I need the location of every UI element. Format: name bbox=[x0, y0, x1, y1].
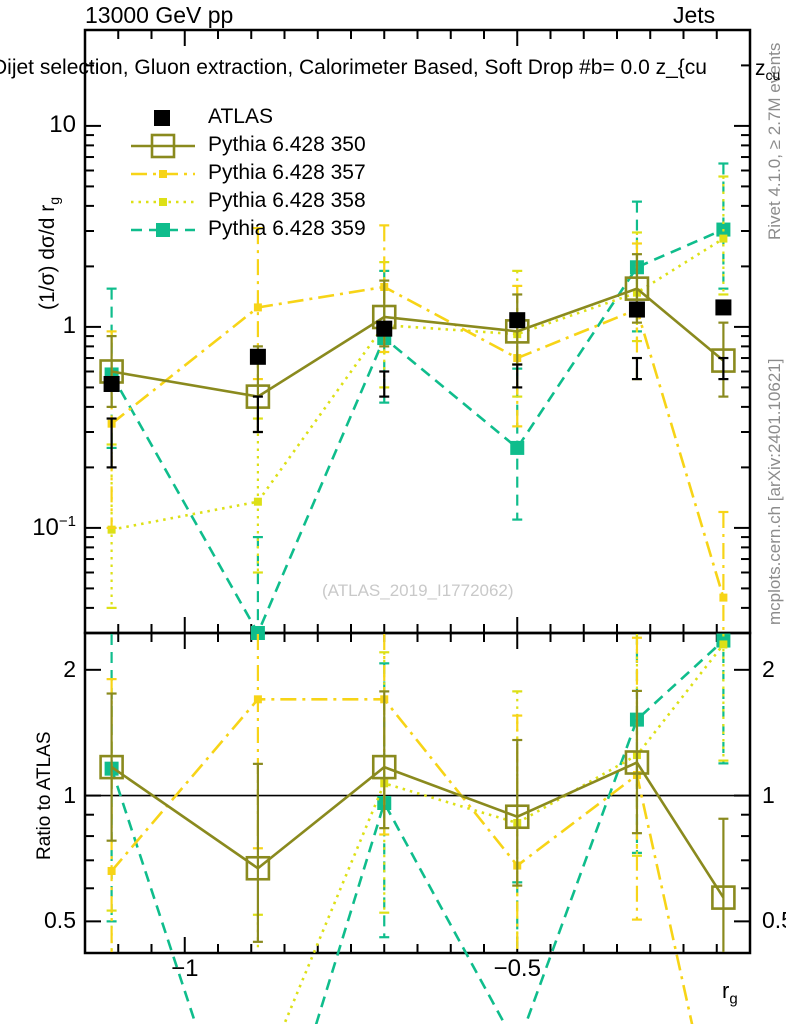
x-axis-label: rg bbox=[722, 978, 738, 1007]
legend-item-label: Pythia 6.428 350 bbox=[208, 133, 366, 156]
main-panel-ticks bbox=[84, 29, 751, 634]
plot-subtitle: Dijet selection, Gluon extraction, Calor… bbox=[0, 56, 707, 80]
x-tick-label: −1 bbox=[171, 955, 199, 982]
x-axis-label-subscript: g bbox=[729, 990, 738, 1008]
legend-item-label: Pythia 6.428 359 bbox=[208, 217, 366, 240]
plot-subtitle-text: Dijet selection, Gluon extraction, Calor… bbox=[0, 56, 707, 79]
legend-item-label: Pythia 6.428 358 bbox=[208, 189, 366, 212]
legend-item-label: Pythia 6.428 357 bbox=[208, 161, 366, 184]
tick-label: 1 bbox=[63, 781, 76, 808]
main-panel-series bbox=[99, 162, 736, 640]
tick-label: 0.5 bbox=[44, 907, 76, 934]
tick-label: 1 bbox=[762, 781, 775, 808]
x-axis-label-text: r bbox=[722, 978, 730, 1003]
legend-item-label: ATLAS bbox=[208, 105, 273, 128]
tick-label: 10 bbox=[49, 110, 76, 138]
header-right-title: Jets bbox=[673, 2, 716, 28]
tick-label: 1 bbox=[62, 311, 76, 339]
tick-label: 2 bbox=[762, 655, 775, 682]
tick-label: 10−1 bbox=[32, 512, 76, 541]
legend-marker bbox=[154, 110, 170, 126]
tick-label: 0.5 bbox=[762, 907, 786, 934]
legend bbox=[131, 110, 195, 237]
ratio-panel-series bbox=[99, 633, 736, 1024]
subtitle-overflow-zcut: zcu bbox=[755, 57, 781, 84]
plot-watermark: (ATLAS_2019_I1772062) bbox=[322, 581, 514, 600]
header-left-title: 13000 GeV pp bbox=[85, 2, 234, 28]
main-panel-frame bbox=[83, 28, 752, 635]
tick-label: 2 bbox=[63, 655, 76, 682]
x-tick-label: −0.5 bbox=[493, 955, 541, 982]
